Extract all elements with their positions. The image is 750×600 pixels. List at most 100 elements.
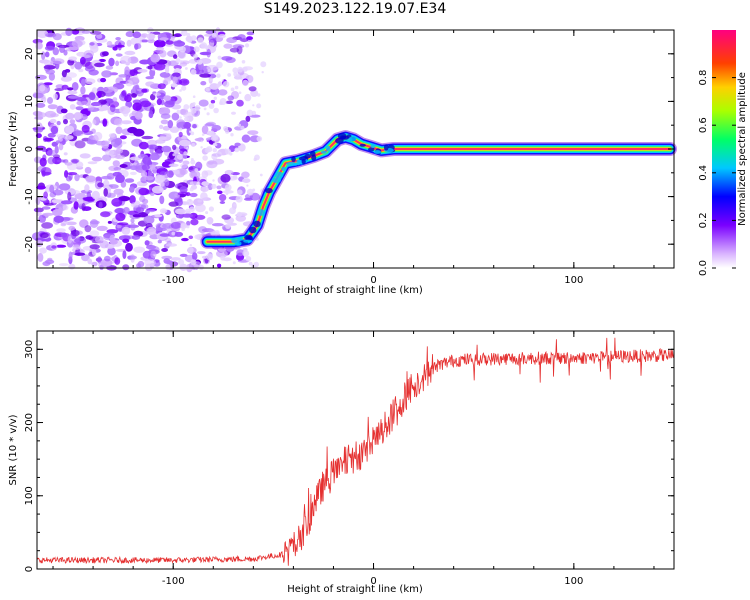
noise-blob: [117, 222, 129, 226]
snr-x-label: Height of straight line (km): [287, 584, 423, 595]
noise-blob-faint: [253, 157, 257, 162]
noise-blob: [106, 40, 113, 47]
noise-blob: [217, 190, 223, 195]
noise-blob: [116, 224, 122, 229]
noise-blob: [160, 181, 165, 187]
noise-blob: [154, 227, 167, 232]
noise-blob: [132, 102, 142, 111]
noise-blob: [60, 108, 68, 114]
noise-blob: [231, 111, 236, 115]
noise-blob: [216, 185, 222, 190]
noise-blob: [47, 257, 53, 261]
noise-blob: [69, 104, 76, 110]
noise-blob: [65, 112, 75, 120]
colorbar-label: Normalized spectral amplitude: [737, 72, 748, 226]
noise-blob: [107, 220, 112, 224]
noise-blob: [62, 205, 69, 211]
noise-blob-faint: [206, 146, 213, 153]
noise-blob: [156, 98, 162, 106]
noise-blob: [130, 56, 138, 62]
noise-blob: [112, 160, 121, 167]
noise-blob: [132, 99, 142, 104]
noise-blob: [142, 156, 152, 165]
noise-blob: [173, 40, 186, 47]
noise-blob: [169, 126, 180, 133]
noise-blob: [84, 184, 90, 192]
ridge-blob: [281, 166, 286, 171]
noise-blob: [179, 186, 188, 194]
noise-blob: [43, 60, 54, 66]
noise-blob: [189, 181, 201, 186]
noise-blob-faint: [244, 43, 250, 48]
colorbar-tick-label: 0.8: [698, 70, 709, 86]
noise-blob-faint: [213, 96, 217, 101]
noise-blob-faint: [184, 116, 190, 122]
snr-panel: -100 0 100 0 100 200 300 Height of straight l…: [8, 330, 675, 595]
noise-blob: [33, 127, 44, 133]
noise-blob: [97, 90, 102, 99]
noise-blob: [98, 262, 108, 268]
noise-blob: [189, 170, 201, 179]
noise-blob: [115, 126, 123, 135]
noise-blob-faint: [185, 208, 191, 214]
noise-blob: [53, 93, 58, 100]
noise-blob: [102, 51, 109, 57]
noise-blob: [115, 37, 121, 41]
noise-blob: [130, 202, 140, 208]
snr-y-tick-label: 100: [24, 486, 35, 505]
noise-blob: [159, 124, 164, 129]
noise-blob: [42, 261, 51, 267]
noise-blob-faint: [193, 46, 200, 53]
noise-blob: [101, 141, 110, 149]
noise-blob: [218, 33, 226, 39]
noise-blob-faint: [205, 87, 210, 92]
noise-blob: [218, 194, 227, 202]
noise-blob: [122, 238, 130, 243]
noise-blob: [149, 153, 160, 161]
noise-blob: [137, 69, 148, 73]
noise-blob-faint: [237, 123, 242, 128]
noise-blob: [61, 84, 69, 90]
noise-blob-faint: [208, 130, 215, 137]
noise-blob: [179, 263, 188, 271]
noise-blob: [198, 226, 208, 234]
noise-blob-faint: [220, 255, 226, 261]
noise-blob: [70, 158, 80, 164]
noise-blob-faint: [185, 67, 188, 70]
noise-blob: [236, 249, 245, 257]
noise-blob: [44, 202, 54, 206]
ridge-blob: [383, 144, 389, 151]
noise-blob-faint: [248, 261, 253, 266]
noise-blob: [129, 171, 137, 176]
noise-blob-faint: [177, 154, 183, 160]
noise-blob: [211, 223, 224, 227]
noise-blob: [129, 69, 138, 77]
noise-blob-faint: [189, 244, 192, 247]
colorbar-gradient: [712, 30, 736, 268]
ridge-blob: [231, 238, 237, 244]
noise-blob: [163, 95, 172, 101]
noise-blob: [44, 51, 50, 58]
noise-blob-faint: [224, 148, 227, 151]
noise-blob: [112, 46, 118, 51]
noise-blob: [90, 220, 100, 225]
noise-blob: [80, 56, 86, 65]
noise-blob: [76, 51, 86, 57]
noise-blob: [97, 256, 102, 264]
noise-blob: [186, 220, 191, 226]
noise-blob: [181, 237, 189, 242]
noise-blob: [241, 134, 251, 143]
noise-blob-faint: [190, 69, 197, 75]
noise-blob: [140, 170, 148, 178]
noise-blob: [160, 113, 171, 119]
noise-blob-faint: [232, 261, 236, 265]
noise-blob-faint: [178, 259, 185, 266]
noise-blob-faint: [190, 131, 195, 136]
noise-blob-faint: [237, 66, 244, 73]
noise-blob: [192, 252, 198, 261]
noise-blob: [211, 124, 222, 131]
noise-blob: [114, 137, 123, 146]
noise-blob: [167, 120, 174, 129]
noise-blob: [144, 258, 156, 267]
noise-blob: [41, 206, 51, 210]
